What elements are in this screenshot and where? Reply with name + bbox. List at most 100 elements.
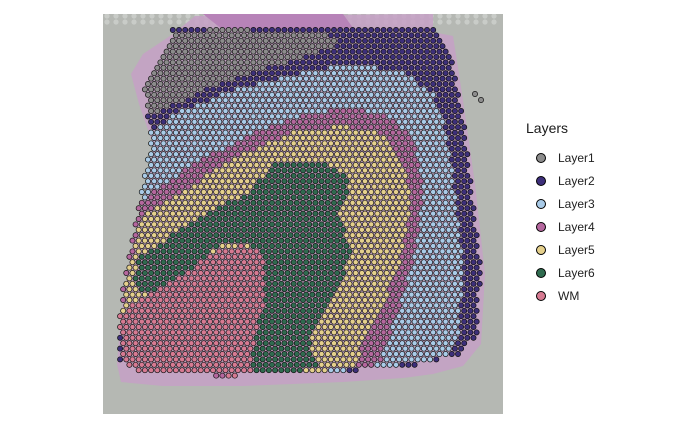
spot-layer6 — [222, 205, 229, 212]
spot-layer5 — [172, 216, 179, 222]
spot-layer3 — [417, 221, 424, 228]
spot-wm — [197, 280, 204, 287]
spot-layer5 — [377, 259, 384, 266]
spot-layer5 — [340, 140, 347, 147]
spot-layer6 — [306, 340, 313, 347]
spot-wm — [203, 345, 210, 352]
spot-layer5 — [191, 194, 198, 201]
spot-layer4 — [377, 345, 384, 352]
spot-layer5 — [210, 172, 217, 179]
spot-layer1 — [172, 54, 179, 60]
spot-layer3 — [303, 75, 310, 82]
spot-layer5 — [346, 216, 353, 222]
spot-layer3 — [327, 97, 334, 104]
spot-layer3 — [389, 75, 396, 82]
spot-layer3 — [439, 280, 446, 287]
spot-layer5 — [163, 199, 170, 206]
spot-wm — [234, 334, 241, 341]
spot-layer2 — [467, 318, 474, 325]
spot-wm — [163, 318, 170, 325]
spot-layer1 — [216, 75, 223, 82]
spot-layer3 — [340, 64, 347, 71]
spot-wm — [253, 291, 260, 298]
spot-layer3 — [145, 178, 151, 185]
spot-layer5 — [343, 145, 350, 152]
spot-layer2 — [238, 81, 244, 87]
spot-layer5 — [349, 243, 356, 249]
spot-layer1 — [228, 54, 235, 60]
spot-layer5 — [368, 307, 375, 314]
spot-layer1 — [216, 32, 223, 39]
spot-layer2 — [368, 37, 375, 44]
spot-layer3 — [427, 140, 434, 147]
spot-layer5 — [362, 221, 368, 228]
spot-layer6 — [300, 361, 306, 368]
spot-layer6 — [259, 324, 266, 330]
spot-layer3 — [420, 280, 427, 287]
spot-layer6 — [185, 237, 192, 244]
spot-wm — [176, 286, 182, 293]
spot-layer3 — [408, 334, 415, 341]
spot-layer5 — [383, 151, 390, 158]
spot-wm — [200, 329, 207, 336]
spot-layer3 — [188, 145, 195, 152]
spot-layer5 — [290, 129, 297, 136]
spot-layer1 — [472, 91, 478, 97]
spot-layer6 — [265, 291, 272, 298]
spot-layer5 — [216, 183, 223, 190]
spot-layer4 — [405, 145, 412, 152]
spot-layer6 — [303, 162, 310, 168]
spot-layer5 — [207, 178, 213, 185]
spot-layer4 — [408, 205, 415, 212]
spot-layer2 — [300, 27, 306, 33]
spot-layer6 — [265, 216, 272, 222]
spot-layer3 — [424, 135, 430, 141]
spot-layer4 — [402, 140, 409, 147]
spot-layer2 — [461, 167, 468, 174]
spot-layer1 — [154, 75, 161, 82]
spot-layer6 — [300, 340, 306, 347]
spot-layer1 — [231, 27, 238, 33]
spot-layer3 — [188, 113, 195, 120]
spot-layer5 — [371, 259, 378, 266]
spot-layer5 — [259, 172, 266, 179]
spot-layer3 — [225, 102, 232, 109]
spot-layer3 — [293, 113, 300, 120]
spot-layer2 — [439, 75, 446, 82]
spot-layer5 — [365, 324, 372, 330]
spot-layer6 — [182, 264, 189, 271]
spot-layer1 — [213, 48, 220, 55]
spot-layer6 — [272, 194, 279, 201]
spot-layer6 — [306, 307, 313, 314]
spot-layer5 — [389, 194, 396, 201]
spot-layer3 — [427, 237, 434, 244]
spot-layer1 — [265, 43, 272, 50]
spot-layer5 — [219, 243, 226, 249]
spot-layer6 — [141, 259, 148, 266]
spot-layer4 — [374, 329, 381, 336]
spot-layer6 — [321, 302, 328, 309]
spot-wm — [247, 367, 254, 374]
spot-layer3 — [442, 145, 449, 152]
spot-layer6 — [318, 189, 325, 195]
spot-layer4 — [411, 145, 418, 152]
spot-layer3 — [424, 102, 430, 109]
spot-layer6 — [287, 361, 294, 368]
spot-layer3 — [327, 64, 334, 71]
spot-layer6 — [250, 361, 257, 368]
spot-layer5 — [132, 286, 139, 293]
spot-layer6 — [343, 178, 350, 185]
spot-layer3 — [448, 232, 455, 239]
spot-wm — [247, 334, 254, 341]
spot-wm — [182, 297, 189, 303]
spot-layer3 — [424, 91, 430, 98]
spot-layer6 — [303, 172, 310, 179]
spot-layer6 — [262, 178, 269, 185]
spot-layer6 — [253, 205, 260, 212]
spot-layer2 — [455, 340, 461, 347]
spot-layer5 — [191, 205, 198, 212]
spot-layer3 — [427, 97, 434, 104]
spot-layer2 — [203, 97, 210, 104]
spot-layer3 — [399, 124, 406, 131]
spot-layer1 — [315, 43, 322, 50]
